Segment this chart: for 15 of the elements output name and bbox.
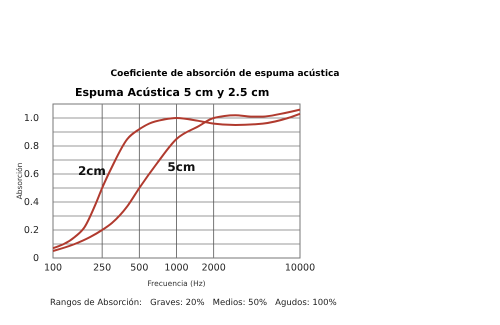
x-tick-label: 2000 bbox=[202, 262, 226, 274]
y-tick-label: 0.6 bbox=[24, 169, 39, 180]
x-tick-label: 10000 bbox=[284, 262, 316, 274]
text: Rangos de Absorción: Graves: 20% Medios: 50% Agudos: 100% bbox=[50, 298, 337, 308]
y-tick-label: 0.2 bbox=[24, 225, 39, 236]
x-tick-label: 1000 bbox=[164, 262, 189, 274]
chart-title: Coeficiente de absorción de espuma acústica bbox=[110, 68, 340, 79]
x-tick-label: 100 bbox=[44, 262, 62, 274]
x-tick-label: 500 bbox=[130, 262, 148, 274]
chart-subtitle: Espuma Acústica 5 cm y 2.5 cm bbox=[75, 86, 270, 99]
y-tick-label: 0 bbox=[32, 253, 39, 264]
x-tick-label: 250 bbox=[93, 262, 112, 274]
y-tick-label: 1.0 bbox=[24, 113, 39, 124]
y-tick-label: 0.8 bbox=[24, 141, 39, 152]
y-tick-label: 0.4 bbox=[24, 197, 39, 208]
